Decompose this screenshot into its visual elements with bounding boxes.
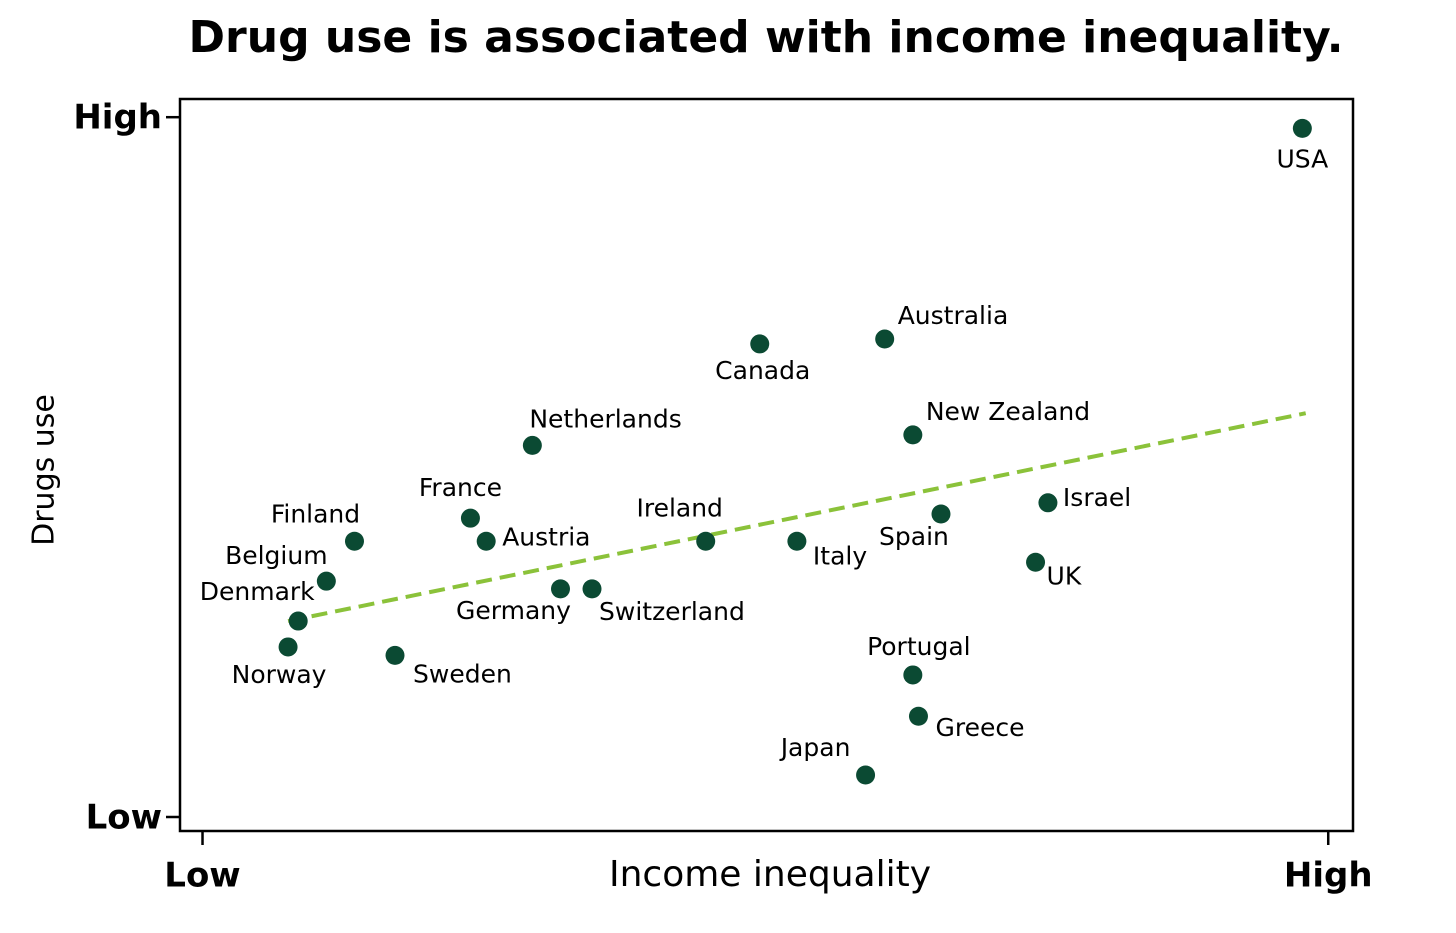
data-point <box>278 637 298 657</box>
point-label: Australia <box>898 301 1009 330</box>
point-label: Ireland <box>636 493 722 522</box>
x-tick-label: High <box>1284 856 1373 896</box>
point-label: New Zealand <box>926 397 1090 426</box>
point-label: Portugal <box>867 632 971 661</box>
x-tick-label: Low <box>164 856 240 896</box>
trend-line <box>287 411 1307 624</box>
point-label: Italy <box>813 541 867 570</box>
data-point <box>316 571 336 591</box>
data-point <box>476 531 496 551</box>
data-point <box>550 579 570 599</box>
y-tick-label: Low <box>86 798 162 838</box>
point-label: Canada <box>715 356 810 385</box>
chart-title: Drug use is associated with income inequ… <box>189 12 1344 63</box>
data-point <box>344 531 364 551</box>
data-point <box>875 329 895 349</box>
data-point <box>856 765 876 785</box>
data-point <box>696 531 716 551</box>
data-point <box>1026 552 1046 572</box>
data-point <box>787 531 807 551</box>
point-label: Germany <box>456 596 571 625</box>
y-axis-label: Drugs use <box>27 394 62 546</box>
point-label: Finland <box>271 499 360 528</box>
point-label: Belgium <box>225 541 328 570</box>
data-point <box>903 425 923 445</box>
point-label: USA <box>1276 144 1328 173</box>
data-point <box>750 334 770 354</box>
point-label: Netherlands <box>529 404 681 433</box>
point-label: Switzerland <box>599 597 745 626</box>
point-label: UK <box>1047 561 1082 590</box>
data-point <box>522 435 542 455</box>
data-point <box>908 706 928 726</box>
data-point <box>903 665 923 685</box>
point-label: Denmark <box>200 577 315 606</box>
point-label: France <box>419 473 502 502</box>
data-point <box>582 579 602 599</box>
x-axis-label: Income inequality <box>609 854 931 895</box>
data-point <box>931 504 951 524</box>
point-label: Norway <box>232 660 327 689</box>
point-label: Japan <box>779 733 851 762</box>
point-label: Israel <box>1063 483 1131 512</box>
plot-frame <box>178 97 1355 833</box>
point-label: Spain <box>879 522 949 551</box>
point-label: Austria <box>502 522 590 551</box>
data-point <box>288 611 308 631</box>
point-label: Greece <box>935 713 1024 742</box>
data-point <box>1038 493 1058 513</box>
y-tick-label: High <box>73 98 162 138</box>
data-point <box>1292 118 1312 138</box>
data-point <box>385 645 405 665</box>
point-label: Sweden <box>413 659 512 688</box>
data-point <box>460 508 480 528</box>
